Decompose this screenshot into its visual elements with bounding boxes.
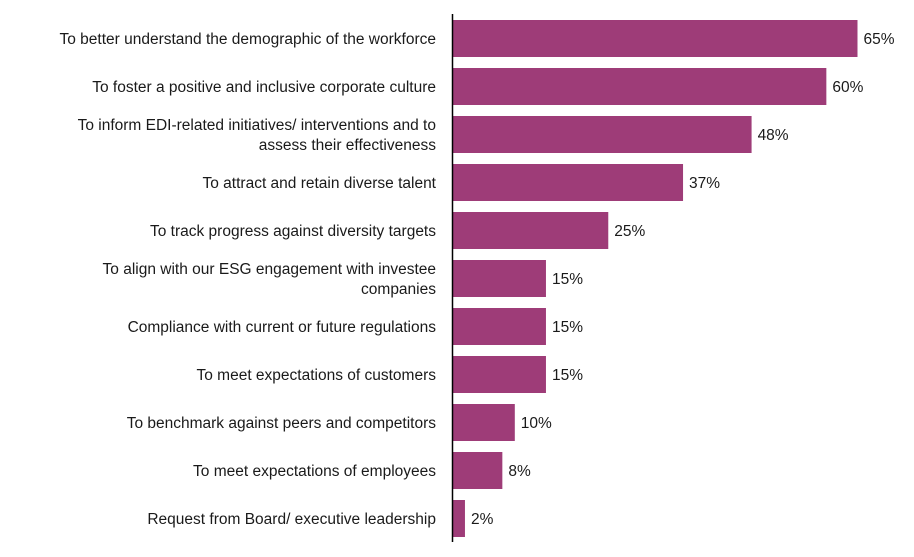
category-label-line: Compliance with current or future regula… bbox=[128, 319, 437, 336]
category-label-line: To align with our ESG engagement with in… bbox=[103, 261, 436, 278]
category-label: To foster a positive and inclusive corpo… bbox=[92, 79, 436, 96]
category-label-line: companies bbox=[361, 281, 436, 298]
category-label: To align with our ESG engagement with in… bbox=[103, 261, 437, 298]
value-label: 60% bbox=[832, 79, 863, 96]
category-label-line: To foster a positive and inclusive corpo… bbox=[92, 79, 436, 96]
value-label: 65% bbox=[864, 31, 895, 48]
bar bbox=[452, 308, 546, 345]
category-label: To meet expectations of employees bbox=[193, 463, 436, 480]
bar bbox=[452, 452, 503, 489]
value-label: 15% bbox=[552, 319, 583, 336]
category-label: To better understand the demographic of … bbox=[59, 31, 436, 48]
bar bbox=[452, 116, 752, 153]
bar bbox=[452, 500, 465, 537]
bar bbox=[452, 68, 827, 105]
category-label: To attract and retain diverse talent bbox=[203, 175, 437, 192]
bar bbox=[452, 164, 684, 201]
bar bbox=[452, 260, 546, 297]
category-label-line: To better understand the demographic of … bbox=[59, 31, 436, 48]
value-label: 10% bbox=[521, 415, 552, 432]
value-label: 2% bbox=[471, 511, 494, 528]
value-label: 37% bbox=[689, 175, 720, 192]
category-label: Request from Board/ executive leadership bbox=[147, 511, 436, 528]
category-labels-group: To better understand the demographic of … bbox=[59, 31, 436, 528]
value-label: 15% bbox=[552, 271, 583, 288]
category-label: To benchmark against peers and competito… bbox=[127, 415, 437, 432]
category-label-line: To benchmark against peers and competito… bbox=[127, 415, 437, 432]
value-label: 48% bbox=[758, 127, 789, 144]
category-label: To inform EDI-related initiatives/ inter… bbox=[78, 117, 437, 154]
category-label-line: To meet expectations of customers bbox=[196, 367, 436, 384]
category-label-line: Request from Board/ executive leadership bbox=[147, 511, 436, 528]
category-label-line: To track progress against diversity targ… bbox=[150, 223, 436, 240]
category-label-line: To meet expectations of employees bbox=[193, 463, 436, 480]
value-label: 8% bbox=[508, 463, 531, 480]
value-labels-group: 65% 60% 48% 37% 25% 15% 15% 15% 10% 8% 2% bbox=[471, 31, 895, 528]
value-label: 15% bbox=[552, 367, 583, 384]
category-label: Compliance with current or future regula… bbox=[128, 319, 437, 336]
category-label-line: assess their effectiveness bbox=[259, 137, 436, 154]
category-label-line: To attract and retain diverse talent bbox=[203, 175, 437, 192]
bar bbox=[452, 212, 609, 249]
bar bbox=[452, 356, 546, 393]
bars-group bbox=[452, 20, 858, 537]
value-label: 25% bbox=[614, 223, 645, 240]
bar bbox=[452, 20, 858, 57]
bar bbox=[452, 404, 515, 441]
category-label: To meet expectations of customers bbox=[196, 367, 436, 384]
category-label-line: To inform EDI-related initiatives/ inter… bbox=[78, 117, 436, 134]
category-label: To track progress against diversity targ… bbox=[150, 223, 436, 240]
